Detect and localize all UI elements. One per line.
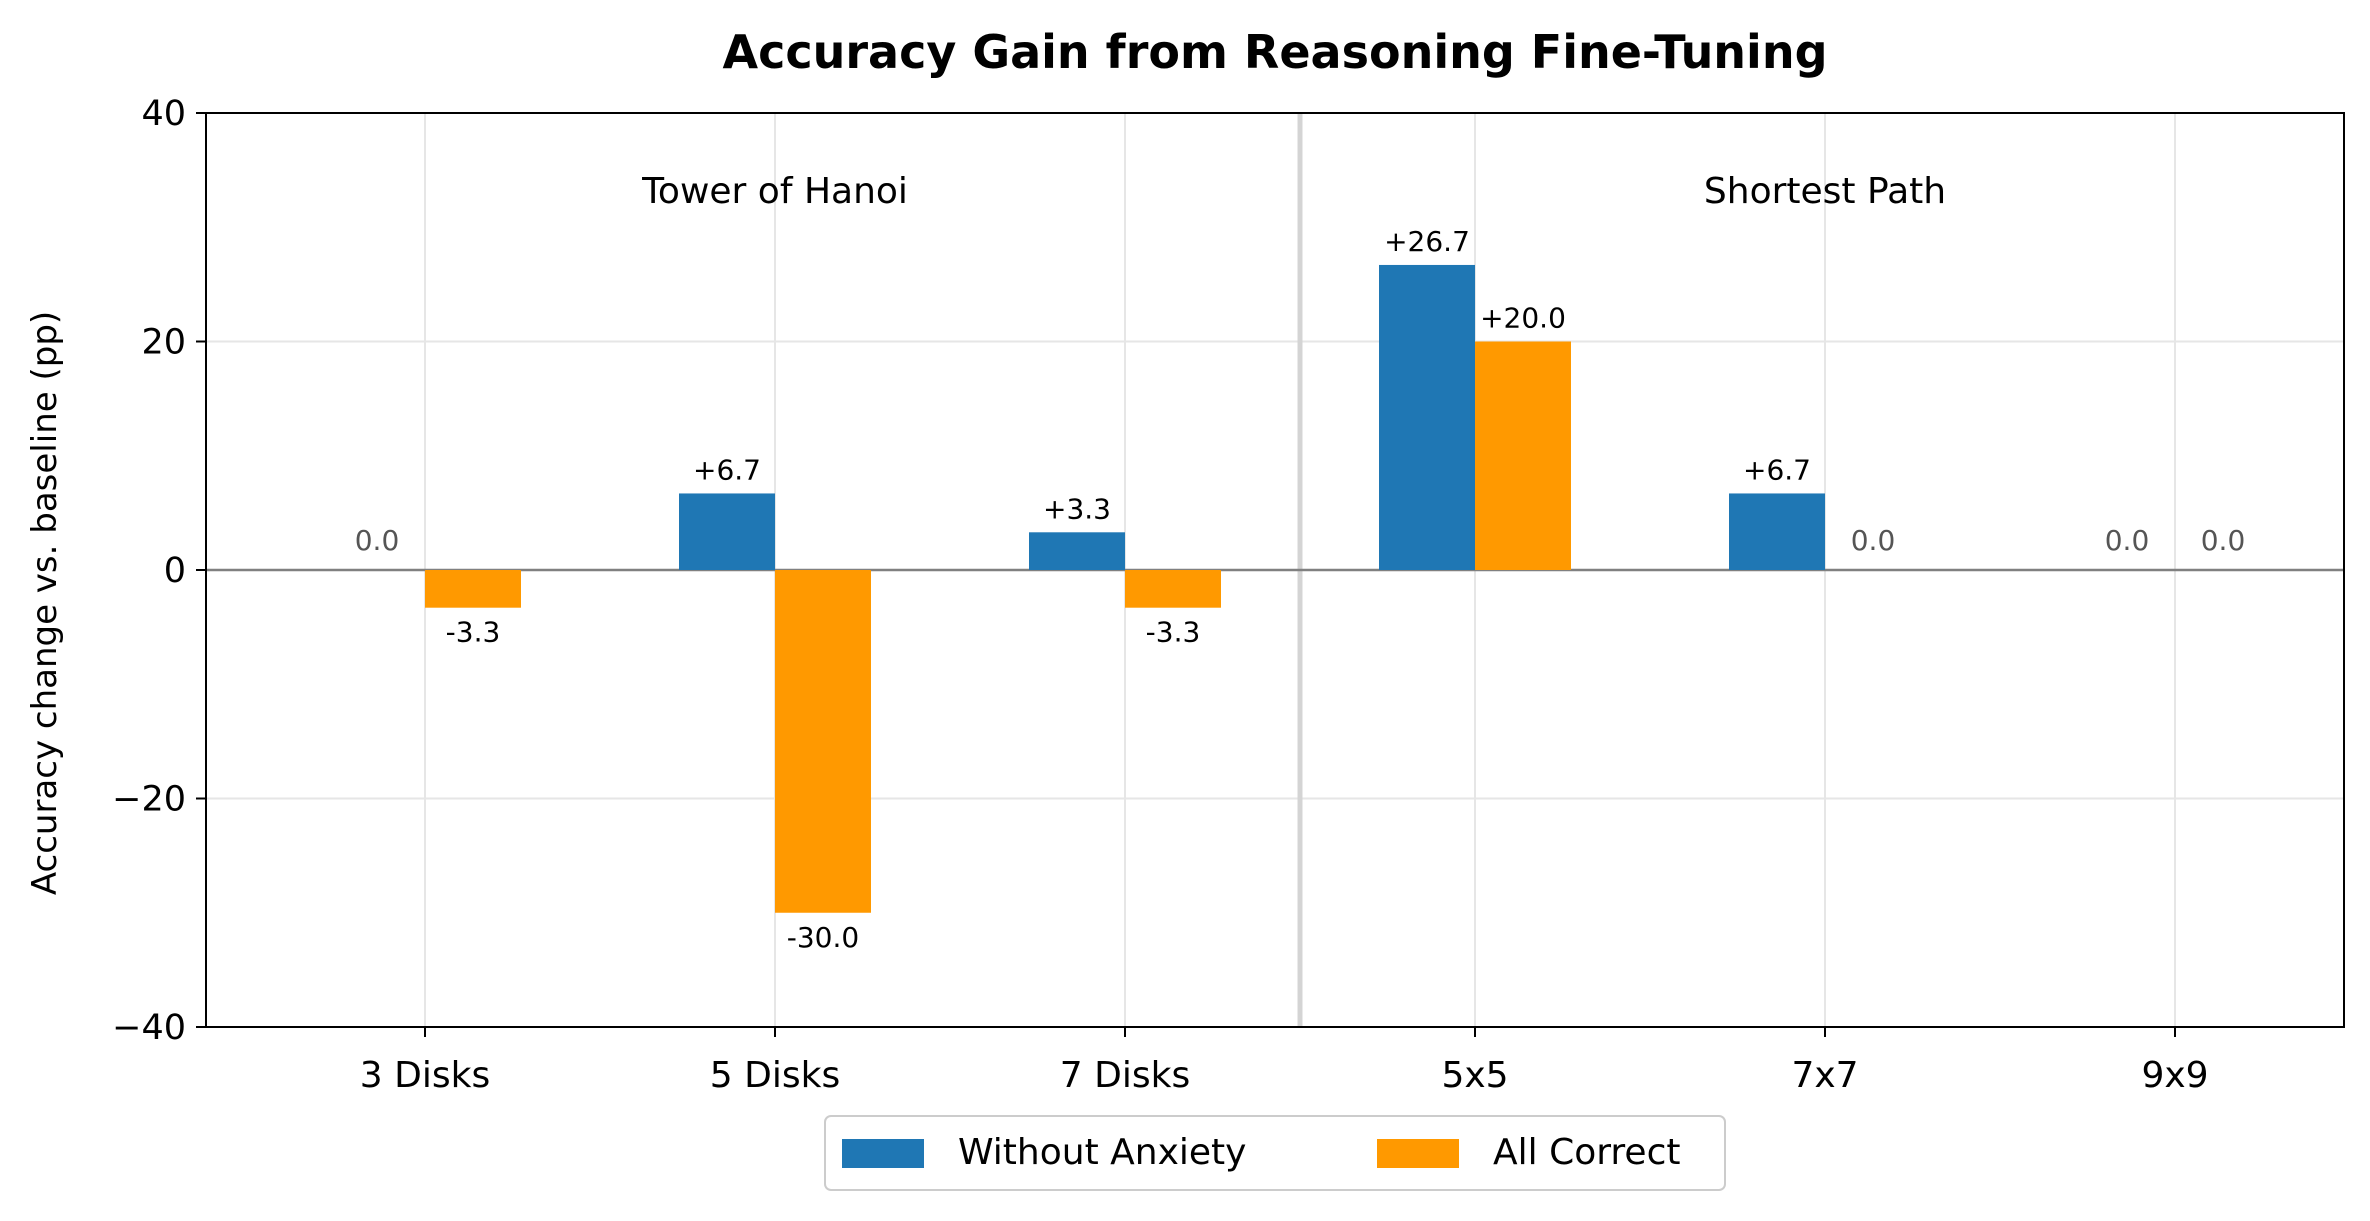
bar-without-anxiety	[679, 493, 775, 570]
group-label: Shortest Path	[1704, 171, 1946, 212]
bar-all-correct	[1475, 341, 1571, 570]
legend: Without Anxiety All Correct	[824, 1115, 1726, 1191]
bar-all-correct	[775, 570, 871, 913]
y-tick-label: 20	[141, 323, 186, 363]
bar-without-anxiety	[1379, 264, 1475, 570]
chart-title: Accuracy Gain from Reasoning Fine-Tuning	[722, 25, 1827, 79]
bar-all-correct	[425, 570, 521, 608]
x-tick-label: 7 Disks	[1060, 1055, 1190, 1096]
data-label-all-correct: 0.0	[2201, 524, 2246, 557]
x-tick-label: 5 Disks	[710, 1055, 840, 1096]
legend-box	[824, 1115, 1726, 1191]
bars	[425, 264, 1825, 913]
plot-frame	[205, 112, 2345, 1028]
y-tick-label: −20	[112, 780, 186, 820]
data-label-without-anxiety: 0.0	[2105, 524, 2150, 557]
axes: −40 −20 0 20 40 3 Disks 5 Disks 7 Disks 5x5 7x7 9x…	[112, 94, 2208, 1096]
bar-all-correct	[1125, 570, 1221, 608]
legend-label-without-anxiety: Without Anxiety	[958, 1132, 1246, 1173]
bar-without-anxiety	[1029, 532, 1125, 570]
legend-swatch-without-anxiety	[842, 1139, 924, 1168]
group-label: Tower of Hanoi	[641, 171, 908, 212]
x-tick-label: 7x7	[1791, 1055, 1858, 1096]
x-tick-label: 9x9	[2141, 1055, 2208, 1096]
y-tick-label: −40	[112, 1008, 186, 1048]
data-label-without-anxiety: +6.7	[1743, 453, 1811, 486]
data-label-all-correct: -3.3	[1146, 616, 1201, 649]
bar-without-anxiety	[1729, 493, 1825, 570]
x-tick-label: 3 Disks	[360, 1055, 490, 1096]
y-tick-label: 0	[164, 551, 186, 591]
x-tick-label: 5x5	[1441, 1055, 1508, 1096]
legend-label-all-correct: All Correct	[1493, 1132, 1680, 1173]
legend-swatch-all-correct	[1377, 1139, 1459, 1168]
group-labels: Tower of Hanoi Shortest Path	[641, 171, 1946, 212]
data-label-all-correct: +20.0	[1480, 302, 1566, 335]
data-label-all-correct: -30.0	[787, 921, 859, 954]
data-label-all-correct: 0.0	[1851, 524, 1896, 557]
data-label-without-anxiety: +3.3	[1043, 492, 1111, 525]
y-tick-label: 40	[141, 94, 186, 134]
data-label-all-correct: -3.3	[446, 616, 501, 649]
data-label-without-anxiety: 0.0	[355, 524, 400, 557]
data-label-without-anxiety: +6.7	[693, 453, 761, 486]
y-axis-label: Accuracy change vs. baseline (pp)	[25, 311, 65, 895]
data-labels: 0.0 +6.7 +3.3 +26.7 +6.7 0.0 -3.3 -30.0 -3.3 +20.…	[355, 225, 2246, 954]
data-label-without-anxiety: +26.7	[1384, 225, 1470, 258]
